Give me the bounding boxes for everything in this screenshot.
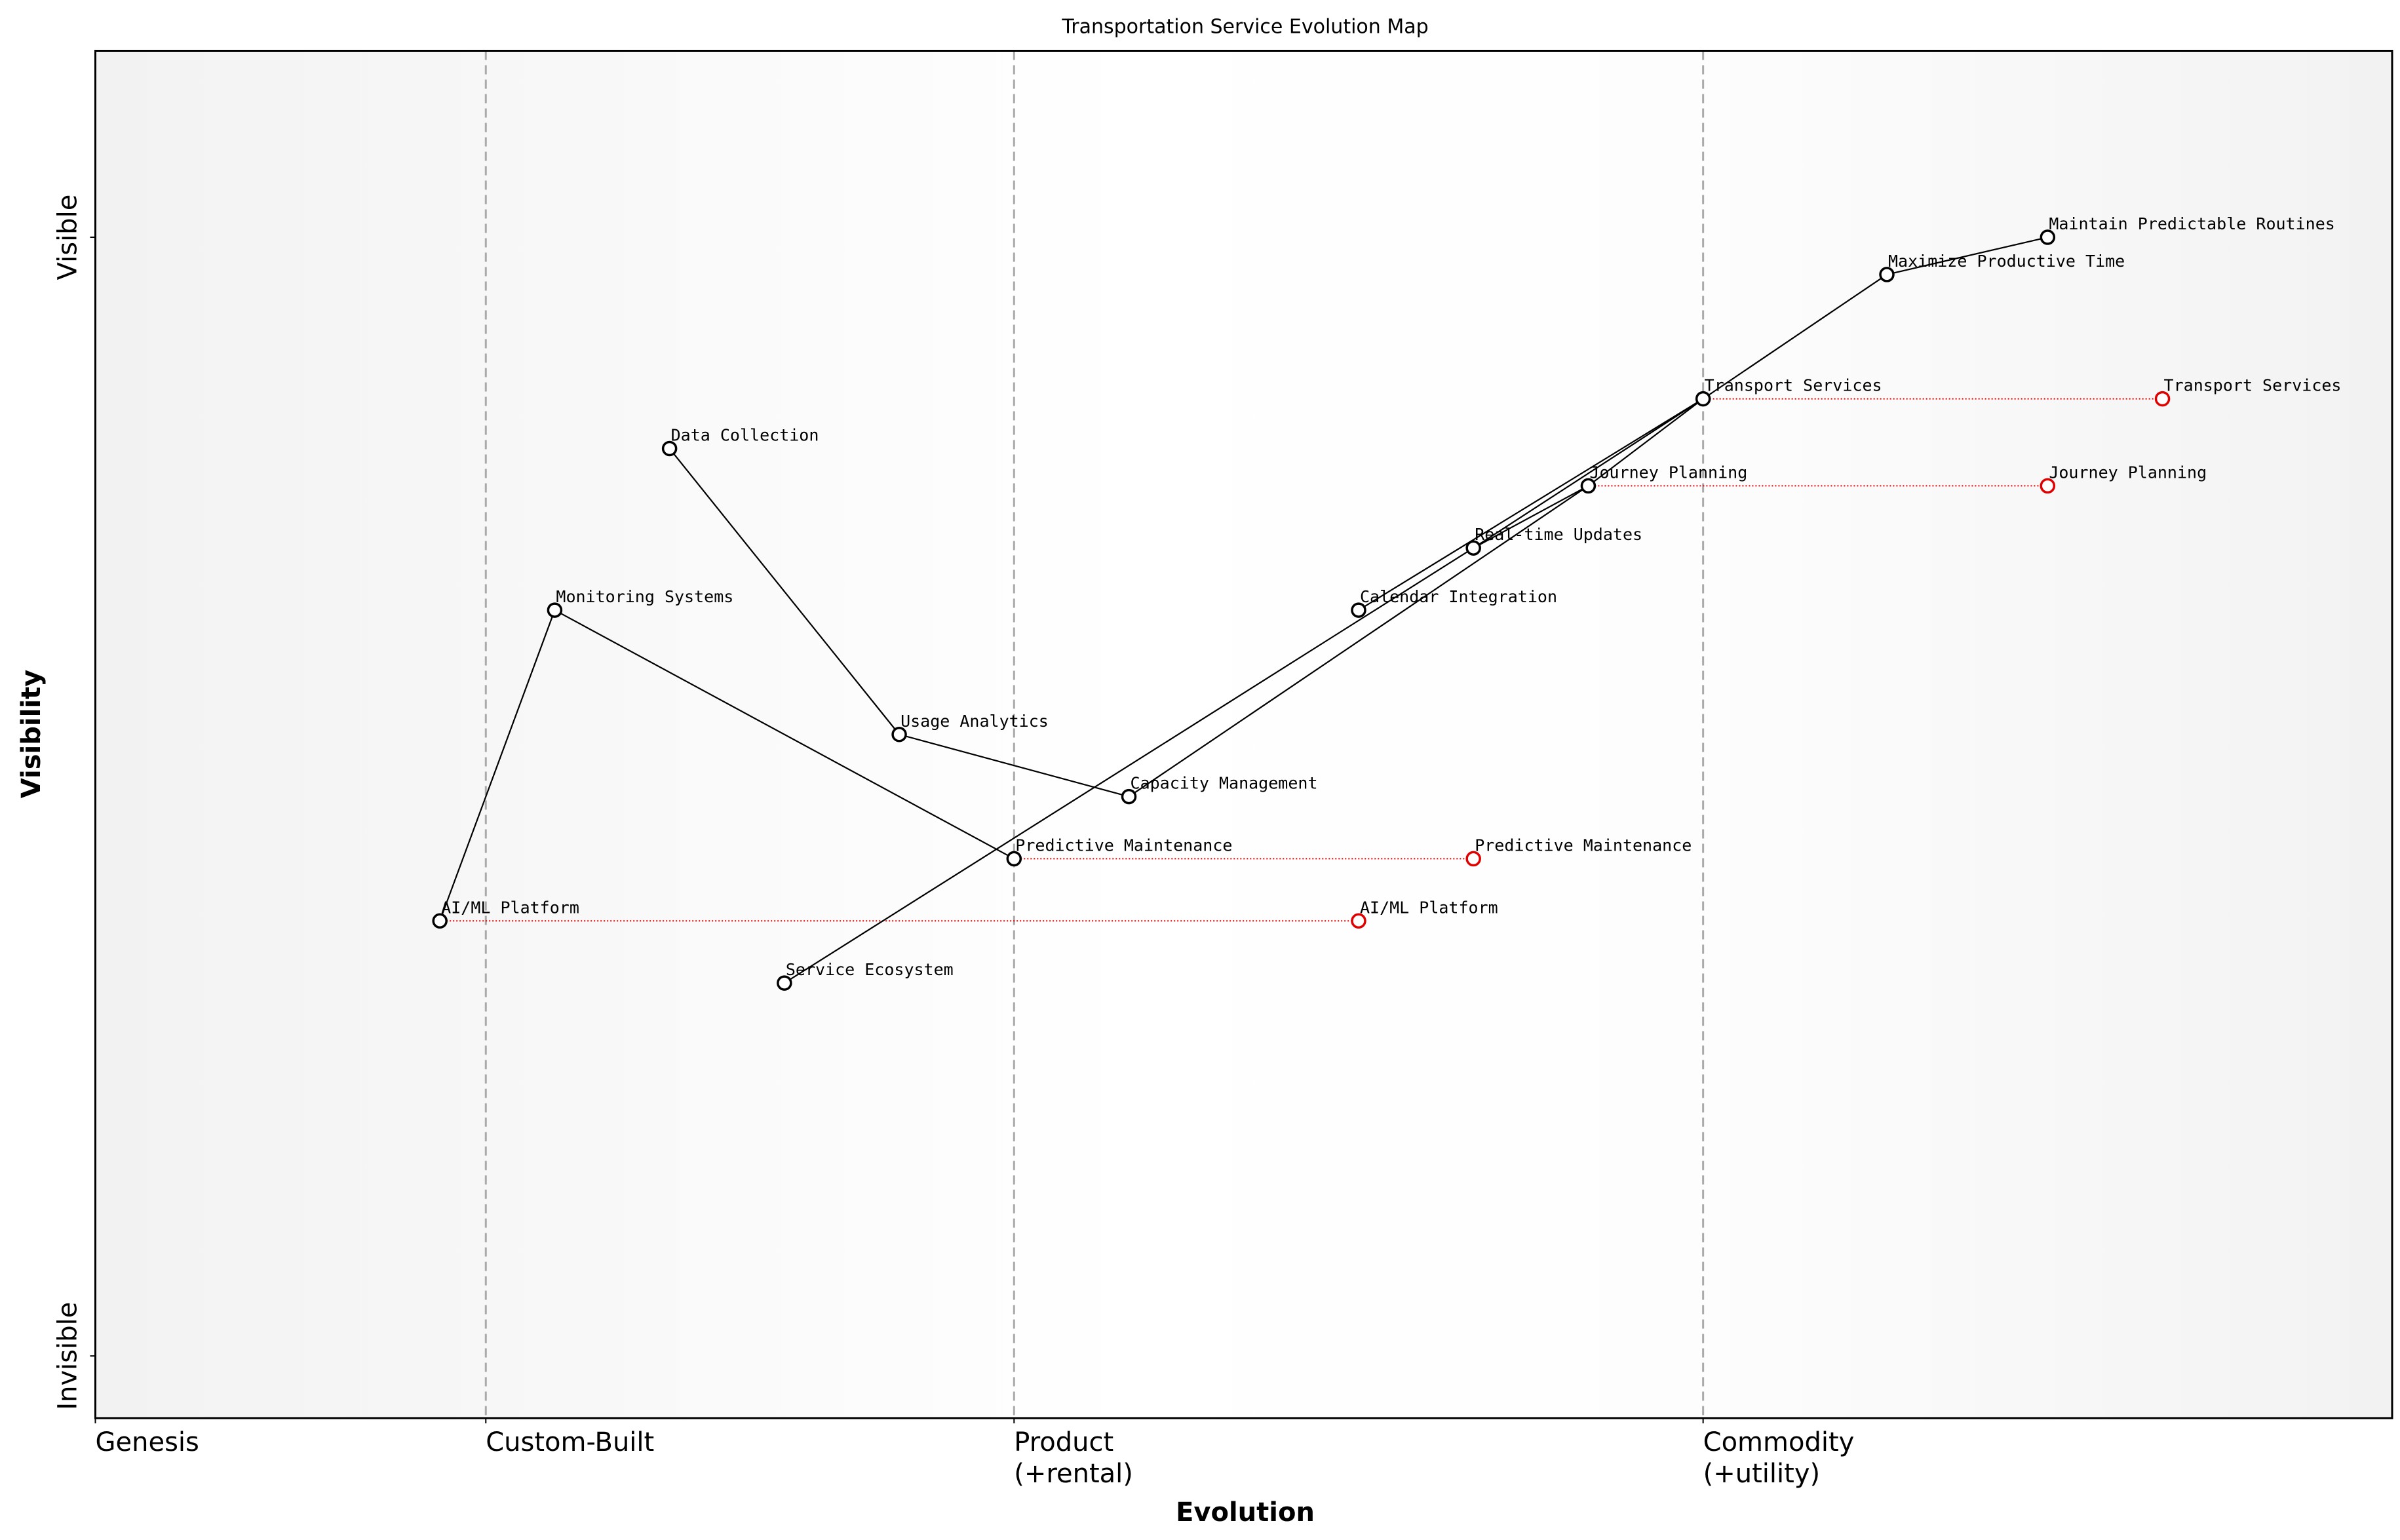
plot-frame — [94, 50, 2393, 1419]
component — [1465, 540, 1481, 556]
component-label: Transport Services — [1705, 376, 1882, 395]
component — [777, 975, 792, 991]
link — [1358, 398, 1704, 611]
component — [1121, 788, 1137, 805]
component — [661, 440, 678, 457]
chart-title: Transportation Service Evolution Map — [1061, 16, 1428, 39]
component-label: Maintain Predictable Routines — [2049, 214, 2335, 233]
link — [1587, 398, 1704, 487]
link — [1128, 485, 1589, 798]
component-label: Monitoring Systems — [556, 587, 733, 606]
y-tick-label: Invisible — [53, 1302, 83, 1410]
link — [899, 733, 1129, 798]
link — [1703, 274, 1887, 400]
evolved-label: AI/ML Platform — [1360, 898, 1498, 917]
component-label: Capacity Management — [1131, 774, 1318, 793]
link — [1473, 485, 1589, 549]
component — [1695, 391, 1711, 407]
link — [668, 448, 900, 735]
link — [554, 609, 1015, 860]
component-label: Usage Analytics — [900, 712, 1049, 731]
component — [432, 913, 448, 929]
component — [1351, 602, 1366, 618]
x-tick-label: Custom-Built — [486, 1427, 654, 1457]
evolved-component — [1465, 851, 1481, 867]
component — [891, 727, 907, 742]
evolved-component — [2154, 391, 2171, 407]
component-label: Maximize Productive Time — [1888, 252, 2125, 271]
component-label: Real-time Updates — [1475, 525, 1642, 544]
evolved-component — [2040, 478, 2056, 494]
component-label: Predictive Maintenance — [1015, 836, 1232, 855]
x-tick-label: Commodity (+utility) — [1703, 1427, 1855, 1489]
component-label: Calendar Integration — [1360, 587, 1557, 606]
component-label: Service Ecosystem — [786, 960, 954, 979]
component-label: AI/ML Platform — [441, 898, 579, 917]
link — [1473, 398, 1704, 549]
component — [2040, 229, 2056, 245]
x-tick-label: Product (+rental) — [1014, 1427, 1133, 1489]
x-axis-title: Evolution — [1176, 1497, 1315, 1528]
link — [784, 547, 1474, 984]
link — [1886, 236, 2048, 275]
component-label: Data Collection — [671, 425, 819, 444]
component-label: Journey Planning — [1589, 463, 1747, 482]
evolved-label: Transport Services — [2164, 376, 2342, 395]
y-tick-label: Visible — [53, 195, 83, 280]
x-tick-label: Genesis — [96, 1427, 199, 1457]
component — [547, 602, 563, 618]
plot-background — [95, 50, 2392, 1418]
evolved-label: Journey Planning — [2049, 463, 2207, 482]
evolved-label: Predictive Maintenance — [1475, 836, 1692, 855]
link — [439, 609, 556, 921]
component — [1879, 267, 1895, 282]
component — [1580, 478, 1597, 494]
component — [1006, 851, 1022, 867]
evolved-component — [1351, 913, 1366, 929]
y-axis-title: Visibility — [16, 670, 47, 798]
